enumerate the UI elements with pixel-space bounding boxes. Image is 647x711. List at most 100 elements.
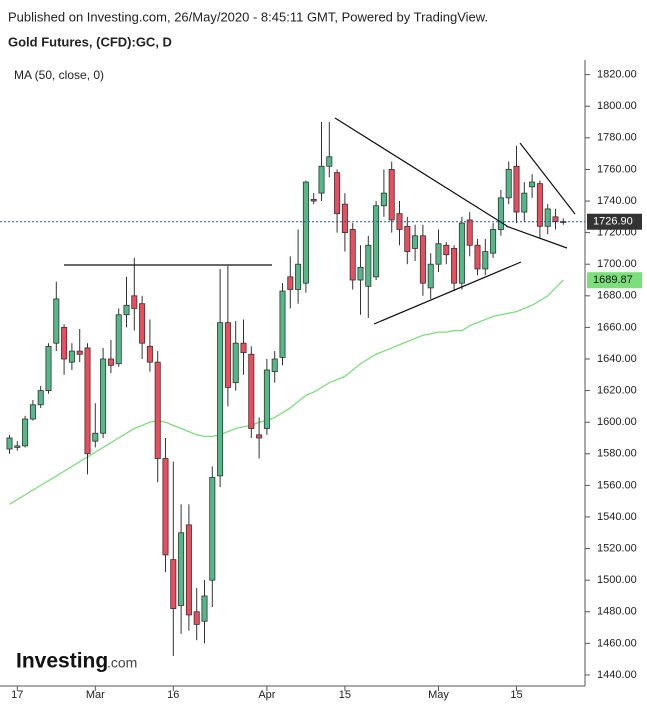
candle-body [185, 524, 192, 616]
y-tick-label: 1800.00 [597, 100, 637, 112]
y-tick-label: 1560.00 [597, 479, 637, 491]
y-tick-label: 1700.00 [597, 258, 637, 270]
candle-body [334, 172, 341, 215]
candle-body [84, 347, 91, 455]
candle-body [68, 350, 75, 363]
candle-body [224, 322, 231, 388]
candle-body [310, 199, 317, 202]
candle-body [373, 205, 380, 278]
candle-body [193, 611, 200, 625]
y-tick-label: 1620.00 [597, 384, 637, 396]
candle-body [6, 437, 13, 450]
candle-body [388, 169, 395, 221]
y-tick-label: 1820.00 [597, 69, 637, 81]
candle-body [29, 404, 36, 420]
candle-body [240, 342, 247, 354]
y-tick-label: 1540.00 [597, 511, 637, 523]
candle-body [271, 358, 278, 373]
candle-body [451, 248, 458, 284]
candle-body [146, 345, 153, 363]
candle-body [349, 229, 356, 281]
candle-body [92, 432, 99, 442]
candle-body [482, 251, 489, 270]
candle-body [326, 156, 333, 167]
ma-legend: MA (50, close, 0) [14, 68, 104, 82]
candle-body [279, 290, 286, 358]
candle-body [513, 165, 520, 213]
candle-body [529, 181, 536, 188]
y-tick-label: 1440.00 [597, 669, 637, 681]
candle-body [209, 477, 216, 581]
x-tick-label: 15 [510, 689, 522, 701]
candle-body [201, 595, 208, 622]
y-tick-label: 1760.00 [597, 163, 637, 175]
y-tick-label: 1460.00 [597, 637, 637, 649]
candle-body [474, 244, 481, 270]
candle-body [100, 358, 107, 434]
candle-body [427, 263, 434, 289]
candle-body [435, 243, 442, 265]
y-tick-label: 1680.00 [597, 290, 637, 302]
candle-body [536, 183, 543, 227]
candle-body [14, 445, 21, 448]
x-tick-label: 15 [339, 689, 351, 701]
candle-body [131, 295, 138, 309]
y-tick-label: 1500.00 [597, 574, 637, 586]
candle-body [170, 559, 177, 609]
logo: Investing [16, 650, 108, 673]
candle-body [162, 458, 169, 556]
candle-body [178, 532, 185, 606]
candle-body [552, 216, 559, 222]
candle-body [497, 197, 504, 230]
ma-last-box [587, 272, 642, 289]
candle-body [505, 169, 512, 199]
plot [6, 122, 567, 656]
y-tick-label: 1660.00 [597, 321, 637, 333]
candle-body [256, 434, 263, 439]
candle-body [37, 390, 44, 406]
candle-body [458, 222, 465, 284]
candle-body [287, 276, 294, 290]
x-tick-label: May [428, 689, 449, 701]
y-tick-label: 1640.00 [597, 353, 637, 365]
y-tick-label: 1580.00 [597, 448, 637, 460]
x-tick-label: Mar [86, 689, 105, 701]
candle-body [466, 219, 473, 246]
logo-suffix: .com [107, 655, 137, 671]
candle-body [404, 225, 411, 252]
candle-body [123, 304, 130, 316]
candle-body [302, 181, 309, 284]
x-tick-label: 17 [11, 689, 23, 701]
ma-line [9, 279, 564, 505]
candle-body [45, 345, 52, 391]
candle-body [76, 350, 83, 355]
candle-body [490, 229, 497, 254]
candle-body [357, 266, 364, 281]
y-tick-label: 1600.00 [597, 416, 637, 428]
candle-body [318, 165, 325, 194]
y-tick-label: 1480.00 [597, 606, 637, 618]
candle-body [365, 244, 372, 287]
x-tick-label: 16 [167, 689, 179, 701]
candle-body [53, 298, 60, 344]
y-tick-label: 1740.00 [597, 195, 637, 207]
chart-title: Gold Futures, (CFD):GC, D [8, 34, 172, 49]
candle-body [217, 322, 224, 477]
candle-body [419, 235, 426, 284]
candle-body [107, 358, 114, 366]
candle-body [412, 235, 419, 249]
last-price-label: 1726.90 [593, 216, 633, 228]
ma-last-label: 1689.87 [593, 274, 633, 286]
candle-body [380, 192, 387, 207]
candle-body [341, 203, 348, 234]
candle-body [248, 353, 255, 429]
trendlines [64, 117, 576, 325]
candle-body [295, 263, 302, 290]
candle-body [544, 208, 551, 227]
candle-body [115, 314, 122, 365]
x-tick-label: Apr [258, 689, 275, 701]
candle-body [263, 369, 270, 429]
candle-body [22, 418, 29, 447]
candle-body [139, 303, 146, 344]
